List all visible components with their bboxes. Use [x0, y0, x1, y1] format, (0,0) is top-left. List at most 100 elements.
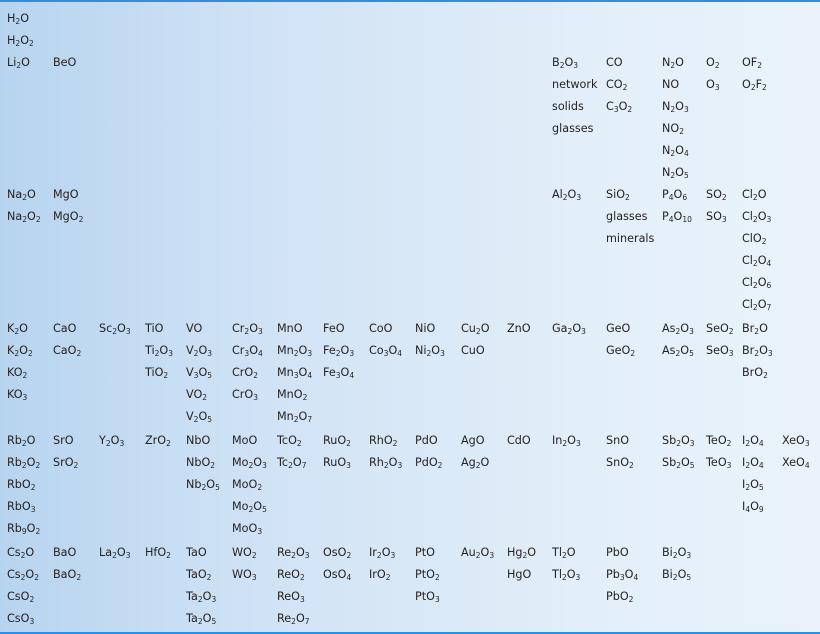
formula-w-0: WO2 [232, 546, 257, 560]
formula-se-0: SeO2 [706, 322, 734, 336]
cell-ru: RuO2 RuO3 [323, 430, 351, 474]
cell-v: VO V2O3 V3O5 VO2 V2O5 [186, 318, 212, 428]
cell-w: WO2 WO3 [232, 542, 257, 586]
formula-ir-1: IrO2 [369, 568, 391, 582]
formula-mn-0: MnO [277, 322, 303, 335]
formula-c-1: CO2 [606, 78, 628, 92]
cell-au: Au2O3 [461, 542, 494, 564]
cell-mg: MgO MgO2 [53, 184, 83, 228]
formula-ta-0: TaO [186, 546, 207, 559]
cell-c: CO CO2 C3O2 [606, 52, 632, 118]
formula-os-0: OsO2 [323, 546, 352, 560]
formula-co-1: Co3O4 [369, 344, 403, 358]
formula-rb-3: RbO3 [7, 500, 36, 514]
formula-ca-0: CaO [53, 322, 77, 335]
formula-ag-1: Ag2O [461, 456, 490, 470]
formula-ge-0: GeO [606, 322, 631, 335]
formula-nb-0: NbO [186, 434, 211, 447]
formula-n-4: N2O4 [662, 144, 689, 158]
formula-hg-0: Hg2O [507, 546, 537, 560]
formula-f-1: O2F2 [742, 78, 767, 92]
formula-i-3: I4O9 [742, 500, 764, 514]
formula-tl-1: Tl2O3 [552, 568, 581, 582]
formula-re-1: ReO2 [277, 568, 305, 582]
cell-tl: Tl2O Tl2O3 [552, 542, 580, 586]
cell-os: OsO2 OsO4 [323, 542, 351, 586]
formula-bi-0: Bi2O3 [662, 546, 692, 560]
formula-te-0: TeO2 [706, 434, 732, 448]
formula-cl-2: ClO2 [742, 232, 767, 246]
formula-xe-1: XeO4 [782, 456, 810, 470]
formula-ca-1: CaO2 [53, 344, 82, 358]
cell-sr: SrO SrO2 [53, 430, 78, 474]
formula-c-2: C3O2 [606, 100, 633, 114]
cell-ni: NiO Ni2O3 [415, 318, 445, 362]
formula-fe-2: Fe3O4 [323, 366, 355, 380]
formula-i-2: I2O5 [742, 478, 764, 492]
cell-s: SO2 SO3 [706, 184, 727, 228]
formula-ta-2: Ta2O3 [186, 590, 217, 604]
formula-mo-1: Mo2O3 [232, 456, 267, 470]
formula-xe-0: XeO3 [782, 434, 810, 448]
cell-ta: TaO TaO2 Ta2O3 Ta2O5 [186, 542, 216, 630]
cell-cu: Cu2O CuO [461, 318, 490, 362]
formula-v-3: VO2 [186, 388, 208, 402]
formula-k-3: KO3 [7, 388, 28, 402]
formula-v-0: VO [186, 322, 203, 335]
cell-br: Br2O Br2O3 BrO2 [742, 318, 773, 384]
formula-si-0: SiO2 [606, 188, 630, 202]
formula-n-1: NO [662, 78, 680, 91]
cell-b: B2O3 network solids glasses [552, 52, 597, 140]
formula-k-2: KO2 [7, 366, 28, 380]
cell-y: Y2O3 [99, 430, 124, 452]
formula-p-0: P4O6 [662, 188, 688, 202]
cell-sb: Sb2O3 Sb2O5 [662, 430, 695, 474]
cell-rh: RhO2 Rh2O3 [369, 430, 402, 474]
formula-al-0: Al2O3 [552, 188, 582, 202]
formula-w-1: WO3 [232, 568, 257, 582]
cell-cd: CdO [507, 430, 531, 452]
cell-ga: Ga2O3 [552, 318, 586, 340]
formula-co-0: CoO [369, 322, 393, 335]
cell-ge: GeO GeO2 [606, 318, 635, 362]
formula-rb-4: Rb9O2 [7, 522, 41, 536]
cell-ir: Ir2O3 IrO2 [369, 542, 395, 586]
cell-pd: PdO PdO2 [415, 430, 442, 474]
formula-br-2: BrO2 [742, 366, 768, 380]
formula-pb-1: Pb3O4 [606, 568, 639, 582]
formula-mg-1: MgO2 [53, 210, 84, 224]
formula-b-0: B2O3 [552, 56, 579, 70]
formula-rh-0: RhO2 [369, 434, 398, 448]
formula-ru-0: RuO2 [323, 434, 351, 448]
cell-ba: BaO BaO2 [53, 542, 81, 586]
formula-s-1: SO3 [706, 210, 727, 224]
formula-mo-3: Mo2O5 [232, 500, 267, 514]
formula-s-0: SO2 [706, 188, 727, 202]
formula-b-3: glasses [552, 122, 594, 135]
formula-cl-1: Cl2O3 [742, 210, 772, 224]
formula-rb-2: RbO2 [7, 478, 36, 492]
cell-as: As2O3 As2O5 [662, 318, 694, 362]
formula-o-1: O3 [706, 78, 720, 92]
formula-cd-0: CdO [507, 434, 531, 447]
formula-se-1: SeO3 [706, 344, 734, 358]
formula-cu-1: CuO [461, 344, 485, 357]
formula-pt-2: PtO3 [415, 590, 440, 604]
formula-ni-0: NiO [415, 322, 436, 335]
formula-k-0: K2O [7, 322, 28, 336]
formula-sn-1: SnO2 [606, 456, 634, 470]
formula-cu-0: Cu2O [461, 322, 490, 336]
formula-ta-1: TaO2 [186, 568, 212, 582]
formula-y-0: Y2O3 [99, 434, 125, 448]
formula-ba-1: BaO2 [53, 568, 82, 582]
formula-sb-1: Sb2O5 [662, 456, 695, 470]
formula-n-2: N2O3 [662, 100, 689, 114]
cell-h: H2O H2O2 [7, 8, 34, 52]
formula-mo-2: MoO2 [232, 478, 263, 492]
formula-rh-1: Rh2O3 [369, 456, 403, 470]
formula-v-4: V2O5 [186, 410, 213, 424]
formula-mg-0: MgO [53, 188, 79, 201]
formula-sr-1: SrO2 [53, 456, 79, 470]
formula-au-0: Au2O3 [461, 546, 495, 560]
formula-nb-1: NbO2 [186, 456, 216, 470]
